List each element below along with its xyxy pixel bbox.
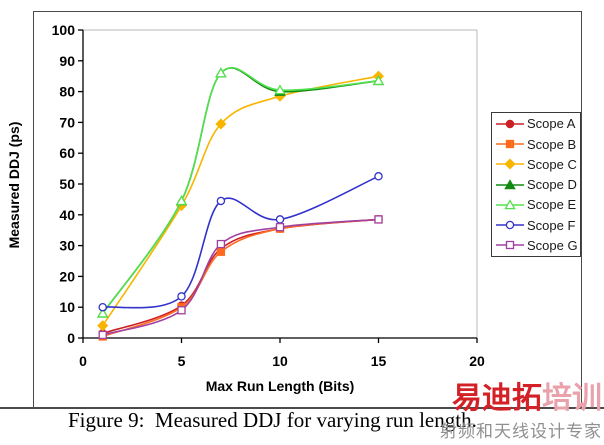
y-tick-label: 50 [59, 176, 75, 192]
legend-square-icon [496, 241, 524, 250]
legend-label: Scope F [527, 217, 576, 233]
watermark-brand: 易迪拓培训 [452, 384, 602, 414]
x-tick-label: 10 [272, 353, 288, 369]
figure-caption: Figure 9: Measured DDJ for varying run l… [68, 408, 477, 432]
legend-circle-icon [496, 119, 524, 128]
y-axis-title: Measured DDJ (ps) [6, 121, 22, 249]
legend: Scope A Scope B Scope C Scope D Scope E Scope… [491, 112, 581, 257]
series-scope-f [98, 172, 383, 312]
legend-circle-icon [496, 220, 524, 230]
y-tick-label: 40 [59, 207, 75, 223]
y-tick-label: 60 [59, 145, 75, 161]
y-tick-label: 80 [59, 84, 75, 100]
legend-triangle-icon [496, 199, 524, 209]
legend-item-scope-a: Scope A [495, 114, 580, 133]
watermark-brand-solid: 易迪拓 [452, 381, 542, 416]
watermark-brand-light: 培训 [542, 381, 602, 416]
legend-triangle-icon [496, 178, 524, 189]
y-tick-label: 0 [67, 330, 75, 346]
legend-item-scope-b: Scope B [495, 135, 580, 154]
series-scope-d [96, 67, 385, 318]
y-tick-label: 10 [59, 299, 75, 315]
legend-item-scope-g: Scope G [495, 236, 580, 255]
watermark-tagline: 射频和天线设计专家 [440, 422, 602, 441]
y-tick-label: 20 [59, 268, 75, 284]
legend-label: Scope C [527, 156, 577, 172]
figure-bottom-rule [0, 407, 604, 409]
legend-label: Scope E [527, 197, 577, 213]
legend-item-scope-e: Scope E [495, 195, 580, 214]
y-tick-label: 100 [52, 22, 76, 38]
x-tick-label: 15 [371, 353, 387, 369]
legend-label: Scope A [527, 116, 576, 132]
x-tick-label: 0 [79, 353, 87, 369]
series-scope-e [96, 66, 385, 318]
legend-square-icon [496, 139, 524, 149]
legend-label: Scope D [527, 177, 577, 192]
series-scope-b [98, 215, 383, 341]
legend-item-scope-f: Scope F [495, 216, 580, 235]
series-scope-c [97, 70, 385, 332]
x-axis-title: Max Run Length (Bits) [205, 378, 355, 394]
x-tick-label: 20 [469, 353, 485, 369]
y-tick-label: 70 [59, 114, 75, 130]
figure-border [33, 11, 582, 407]
series-scope-g [98, 215, 383, 340]
legend-item-scope-c: Scope C [495, 155, 580, 174]
legend-item-scope-d: Scope D [495, 175, 580, 194]
legend-label: Scope B [527, 136, 577, 152]
legend-diamond-icon [496, 158, 524, 170]
y-tick-label: 90 [59, 53, 75, 69]
x-tick-label: 5 [178, 353, 186, 369]
y-tick-label: 30 [59, 238, 75, 254]
legend-label: Scope G [527, 237, 578, 253]
